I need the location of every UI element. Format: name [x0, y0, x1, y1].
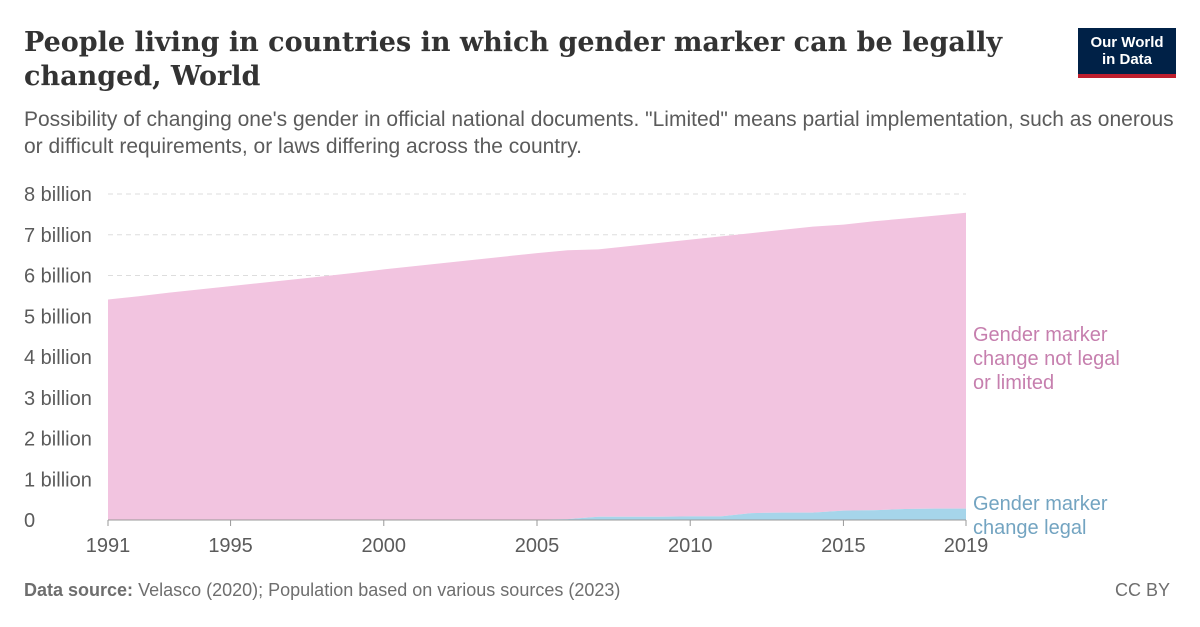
x-axis: 1991 1995 2000 2005 2010 2015 2019 — [86, 520, 989, 557]
y-tick-label: 5 billion — [24, 306, 92, 328]
owid-logo[interactable]: Our World in Data — [1078, 28, 1176, 78]
y-tick-label: 0 — [24, 510, 35, 532]
x-tick-label: 1995 — [208, 535, 253, 557]
x-tick-label: 1991 — [86, 535, 131, 557]
series-labels: Gender marker change not legal or limited G… — [973, 324, 1120, 539]
y-tick-label: 7 billion — [24, 225, 92, 247]
y-tick-label: 1 billion — [24, 469, 92, 491]
y-tick-label: 8 billion — [24, 184, 92, 206]
x-tick-label: 2005 — [515, 535, 560, 557]
y-tick-label: 6 billion — [24, 266, 92, 288]
y-tick-label: 2 billion — [24, 429, 92, 451]
chart-areas — [108, 212, 966, 521]
y-axis: 0 1 billion 2 billion 3 billion 4 billion 5 b… — [24, 184, 92, 532]
series-label-legal: Gender marker change legal — [973, 493, 1108, 539]
x-tick-label: 2010 — [668, 535, 713, 557]
y-tick-label: 4 billion — [24, 347, 92, 369]
chart-subtitle: Possibility of changing one's gender in … — [24, 108, 1174, 158]
series-label-not-legal: Gender marker change not legal or limited — [973, 324, 1120, 394]
source-text[interactable]: Velasco (2020); Population based on vari… — [138, 580, 621, 600]
x-tick-label: 2015 — [821, 535, 866, 557]
chart-title: People living in countries in which gend… — [24, 27, 1003, 92]
x-tick-label: 2000 — [362, 535, 407, 557]
x-tick-label: 2019 — [944, 535, 989, 557]
area-legal — [108, 508, 966, 520]
data-source: Data source: Velasco (2020); Population … — [24, 580, 620, 601]
y-tick-label: 3 billion — [24, 388, 92, 410]
license[interactable]: CC BY — [1114, 580, 1170, 600]
source-label: Data source: — [24, 580, 134, 600]
area-not-legal-or-limited — [108, 212, 966, 520]
logo-text: Our World in Data — [1090, 34, 1164, 68]
